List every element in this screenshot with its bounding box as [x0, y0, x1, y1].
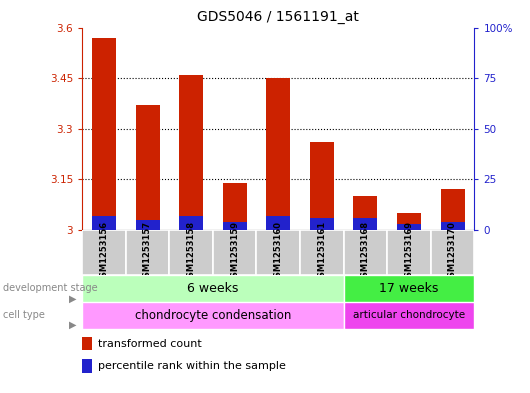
Bar	[92, 216, 116, 230]
Text: GSM1253158: GSM1253158	[187, 220, 196, 283]
Bar	[431, 230, 474, 275]
Text: GSM1253159: GSM1253159	[230, 220, 239, 283]
Bar	[82, 302, 343, 329]
Bar	[82, 275, 343, 302]
Text: cell type: cell type	[3, 310, 45, 320]
Bar	[82, 230, 126, 275]
Text: GSM1253157: GSM1253157	[143, 220, 152, 283]
Bar	[223, 183, 246, 230]
Bar	[136, 105, 160, 230]
Bar	[310, 218, 334, 230]
Bar	[82, 337, 92, 351]
Bar	[213, 230, 257, 275]
Bar	[126, 230, 169, 275]
Bar	[169, 230, 213, 275]
Text: GSM1253156: GSM1253156	[100, 220, 109, 283]
Bar	[343, 275, 474, 302]
Bar	[257, 230, 300, 275]
Bar	[354, 218, 377, 230]
Bar	[82, 359, 92, 373]
Title: GDS5046 / 1561191_at: GDS5046 / 1561191_at	[197, 10, 359, 24]
Bar	[387, 230, 431, 275]
Text: articular chondrocyte: articular chondrocyte	[353, 310, 465, 320]
Bar	[92, 38, 116, 230]
Bar	[343, 230, 387, 275]
Text: GSM1253160: GSM1253160	[274, 220, 282, 283]
Text: ▶: ▶	[69, 293, 77, 303]
Bar	[310, 142, 334, 230]
Bar	[440, 189, 465, 230]
Bar	[179, 75, 203, 230]
Text: development stage: development stage	[3, 283, 98, 294]
Text: transformed count: transformed count	[98, 339, 201, 349]
Text: ▶: ▶	[69, 320, 77, 330]
Bar	[354, 196, 377, 230]
Text: 17 weeks: 17 weeks	[379, 282, 439, 295]
Text: chondrocyte condensation: chondrocyte condensation	[135, 309, 291, 322]
Bar	[266, 78, 290, 230]
Bar	[223, 222, 246, 230]
Text: GSM1253169: GSM1253169	[404, 220, 413, 283]
Bar	[397, 224, 421, 230]
Text: GSM1253168: GSM1253168	[361, 220, 370, 283]
Bar	[397, 213, 421, 230]
Text: GSM1253161: GSM1253161	[317, 220, 326, 283]
Text: percentile rank within the sample: percentile rank within the sample	[98, 361, 286, 371]
Text: GSM1253170: GSM1253170	[448, 220, 457, 283]
Text: 6 weeks: 6 weeks	[187, 282, 239, 295]
Bar	[440, 222, 465, 230]
Bar	[300, 230, 343, 275]
Bar	[266, 216, 290, 230]
Bar	[179, 216, 203, 230]
Bar	[343, 302, 474, 329]
Bar	[136, 220, 160, 230]
